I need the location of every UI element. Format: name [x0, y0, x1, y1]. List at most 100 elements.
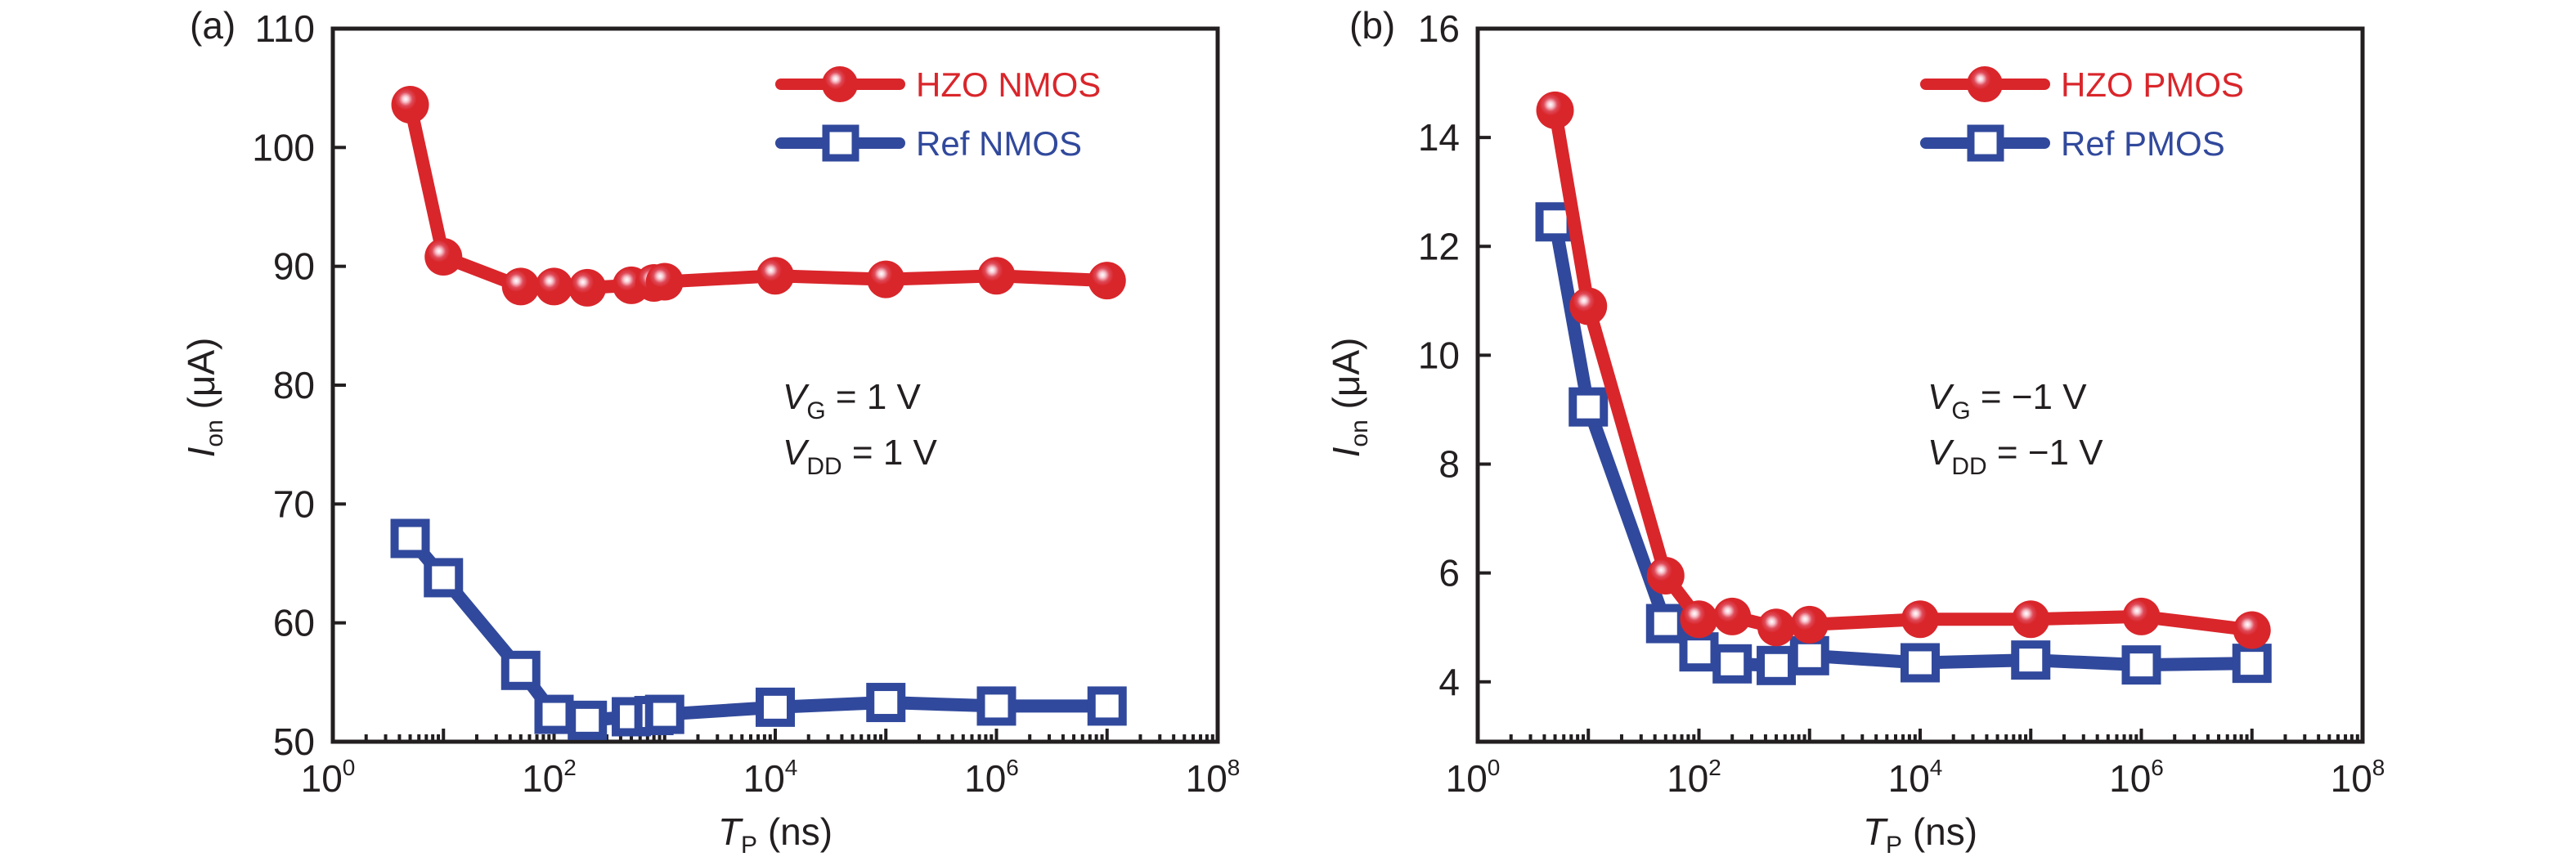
y-tick-label: 100: [252, 126, 315, 168]
legend-item-ref-nmos: Ref NMOS: [775, 124, 1082, 163]
plot-area: [330, 26, 1220, 744]
x-tick-label: 104: [1888, 755, 1943, 800]
legend-label-hzo: HZO NMOS: [916, 65, 1101, 104]
data-point-square: [756, 687, 795, 727]
data-point-circle: [1901, 600, 1939, 639]
data-point-square: [390, 518, 430, 559]
bias-annotation: VG = 1 V VDD = 1 V: [783, 377, 938, 480]
data-point-circle: [1088, 262, 1126, 300]
data-point-circle: [977, 257, 1016, 295]
legend-circle-marker: [1967, 66, 2003, 102]
y-tick-label: 10: [1418, 334, 1460, 376]
annotation-vdd: VDD = −1 V: [1928, 433, 2103, 480]
panel-a: (a) 50 60 70 80 90 100 110 100 102 104 106 108 HZO…: [180, 4, 1240, 859]
data-point-circle: [391, 86, 429, 124]
x-axis-title: TP (ns): [718, 810, 832, 859]
data-point-circle: [1757, 608, 1796, 647]
data-point-square: [2232, 644, 2272, 684]
data-point-circle: [756, 257, 794, 295]
y-tick-label: 4: [1438, 661, 1460, 703]
data-point-circle: [424, 238, 463, 276]
data-point-square: [1757, 645, 1797, 685]
data-point-square: [1789, 635, 1829, 675]
bias-annotation: VG = −1 V VDD = −1 V: [1928, 377, 2103, 480]
y-axis-title: Ion (μA): [1325, 338, 1373, 458]
data-point-square: [1901, 643, 1940, 683]
legend-label-ref: Ref PMOS: [2061, 124, 2225, 163]
data-point-circle: [867, 260, 905, 298]
panel-b: (b) 4 6 8 10 12 14 16 100 102 104 106 108 HZO PMOS…: [1325, 4, 2385, 859]
series-hzo-nmos: [391, 86, 1126, 307]
series-hzo-pmos: [1536, 91, 2271, 649]
data-point-circle: [568, 268, 607, 307]
data-point-circle: [1713, 597, 1752, 635]
data-point-square: [1679, 632, 1719, 672]
data-point-square: [976, 686, 1016, 726]
data-point-square: [644, 694, 684, 734]
series-layer: [1535, 91, 2272, 685]
annotation-vg: VG = 1 V: [783, 377, 922, 424]
panel-label: (a): [190, 4, 236, 47]
y-tick-label: 60: [273, 602, 315, 644]
legend-item-hzo-nmos: HZO NMOS: [775, 65, 1101, 104]
data-point-square: [1087, 686, 1127, 726]
x-axis-title: TP (ns): [1863, 810, 1977, 859]
annotation-vg: VG = −1 V: [1928, 377, 2087, 424]
series-layer: [390, 86, 1127, 740]
data-point-circle: [501, 267, 540, 306]
series-ref-nmos: [390, 518, 1127, 740]
legend: HZO NMOS Ref NMOS: [775, 65, 1101, 163]
data-point-circle: [2122, 597, 2161, 635]
x-axis-ticks: 100 102 104 106 108: [301, 729, 1241, 800]
x-tick-label: 100: [301, 755, 356, 800]
data-point-square: [534, 694, 574, 734]
data-point-square: [1645, 604, 1685, 644]
y-axis-ticks: 50 60 70 80 90 100 110: [252, 7, 346, 763]
x-tick-label: 106: [964, 755, 1019, 800]
axes-frame: [330, 26, 1220, 744]
x-tick-label: 106: [2109, 755, 2164, 800]
x-tick-label: 108: [1186, 755, 1241, 800]
data-point-square: [2121, 645, 2161, 685]
legend-label-ref: Ref NMOS: [916, 124, 1082, 163]
y-tick-label: 80: [273, 364, 315, 406]
y-axis-title: Ion (μA): [180, 338, 228, 458]
data-point-square: [2011, 640, 2051, 680]
legend: HZO PMOS Ref PMOS: [1920, 65, 2244, 163]
data-point-circle: [645, 262, 684, 301]
data-point-square: [1568, 387, 1609, 427]
annotation-vdd: VDD = 1 V: [783, 433, 938, 480]
x-tick-label: 102: [522, 755, 577, 800]
y-tick-label: 50: [273, 720, 315, 763]
data-point-square: [1712, 644, 1752, 684]
legend-circle-marker: [822, 66, 858, 102]
y-tick-label: 12: [1418, 225, 1460, 267]
legend-item-ref-pmos: Ref PMOS: [1920, 124, 2225, 163]
y-tick-label: 14: [1418, 116, 1460, 159]
series-ref-pmos: [1535, 202, 2272, 685]
y-tick-label: 70: [273, 482, 315, 525]
y-tick-label: 16: [1418, 7, 1460, 50]
y-tick-label: 8: [1438, 443, 1460, 486]
data-point-square: [424, 558, 464, 598]
y-tick-label: 90: [273, 245, 315, 288]
data-point-square: [568, 700, 608, 740]
data-point-circle: [535, 267, 573, 306]
x-axis-ticks: 100 102 104 106 108: [1446, 729, 2385, 800]
data-point-circle: [1646, 556, 1685, 595]
legend-label-hzo: HZO PMOS: [2061, 65, 2244, 104]
x-tick-label: 100: [1446, 755, 1501, 800]
data-point-circle: [1536, 91, 1574, 129]
legend-item-hzo-pmos: HZO PMOS: [1920, 65, 2244, 104]
x-tick-label: 104: [743, 755, 798, 800]
y-axis-ticks: 4 6 8 10 12 14 16: [1418, 7, 1491, 703]
data-point-square: [500, 650, 541, 690]
data-point-square: [866, 683, 906, 723]
y-tick-label: 6: [1438, 552, 1460, 595]
y-tick-label: 110: [255, 7, 315, 50]
legend-square-marker: [822, 124, 859, 162]
panel-label: (b): [1349, 4, 1395, 47]
legend-square-marker: [1967, 124, 2004, 162]
x-tick-label: 108: [2331, 755, 2385, 800]
